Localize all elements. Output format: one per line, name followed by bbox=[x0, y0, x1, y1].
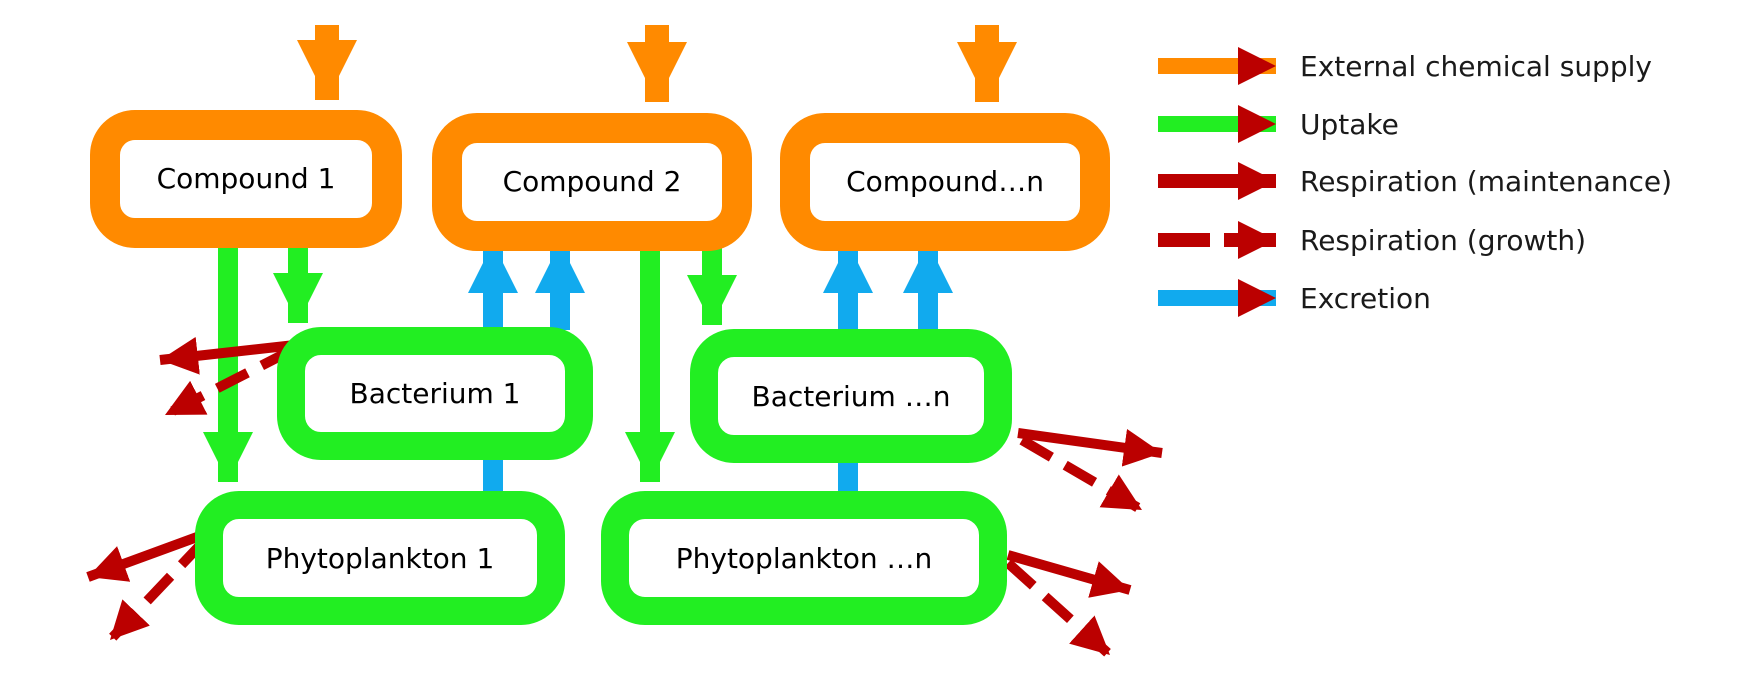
phytoplankton-n-box: Phytoplankton …n bbox=[601, 491, 1007, 625]
legend-excretion-label: Excretion bbox=[1300, 282, 1431, 315]
bacterium-1-box: Bacterium 1 bbox=[277, 327, 593, 460]
resp-growth-phyton bbox=[1004, 559, 1114, 659]
phytoplankton-1-label: Phytoplankton 1 bbox=[266, 542, 495, 575]
phytoplankton-n-label: Phytoplankton …n bbox=[676, 542, 932, 575]
resp-maint-bact1 bbox=[159, 336, 296, 375]
compound-n-label: Compound…n bbox=[846, 165, 1044, 198]
legend-uptake-label: Uptake bbox=[1300, 108, 1399, 141]
legend-item-resp-maintenance: Respiration (maintenance) bbox=[1158, 162, 1672, 200]
legend-resp-growth-label: Respiration (growth) bbox=[1300, 224, 1586, 257]
resp-maint-phyton bbox=[1006, 550, 1132, 598]
compound-2-label: Compound 2 bbox=[503, 165, 682, 198]
legend-item-supply: External chemical supply bbox=[1158, 47, 1652, 85]
resp-growth-phyto1 bbox=[106, 536, 209, 644]
compound-1-box: Compound 1 bbox=[90, 110, 402, 248]
uptake-arrows bbox=[203, 240, 737, 482]
phytoplankton-1-box: Phytoplankton 1 bbox=[195, 491, 565, 625]
legend: External chemical supply Uptake Respirat… bbox=[1158, 47, 1672, 317]
compound-1-label: Compound 1 bbox=[157, 162, 336, 195]
legend-item-uptake: Uptake bbox=[1158, 105, 1399, 143]
bacterium-1-label: Bacterium 1 bbox=[350, 377, 521, 410]
supply-arrows bbox=[297, 25, 1017, 102]
respiration-arrows bbox=[86, 336, 1163, 659]
legend-item-resp-growth: Respiration (growth) bbox=[1158, 221, 1586, 259]
resp-growth-bactn bbox=[1019, 435, 1145, 515]
resp-maint-bactn bbox=[1017, 428, 1163, 467]
bacterium-n-label: Bacterium …n bbox=[752, 380, 951, 413]
compound-2-box: Compound 2 bbox=[432, 113, 752, 251]
legend-supply-label: External chemical supply bbox=[1300, 50, 1652, 83]
resp-growth-bact1 bbox=[162, 345, 295, 420]
legend-item-excretion: Excretion bbox=[1158, 279, 1431, 317]
compound-n-box: Compound…n bbox=[780, 113, 1110, 251]
resp-maint-phyto1 bbox=[86, 528, 210, 582]
legend-resp-maintenance-label: Respiration (maintenance) bbox=[1300, 165, 1672, 198]
bacterium-n-box: Bacterium …n bbox=[690, 329, 1012, 463]
